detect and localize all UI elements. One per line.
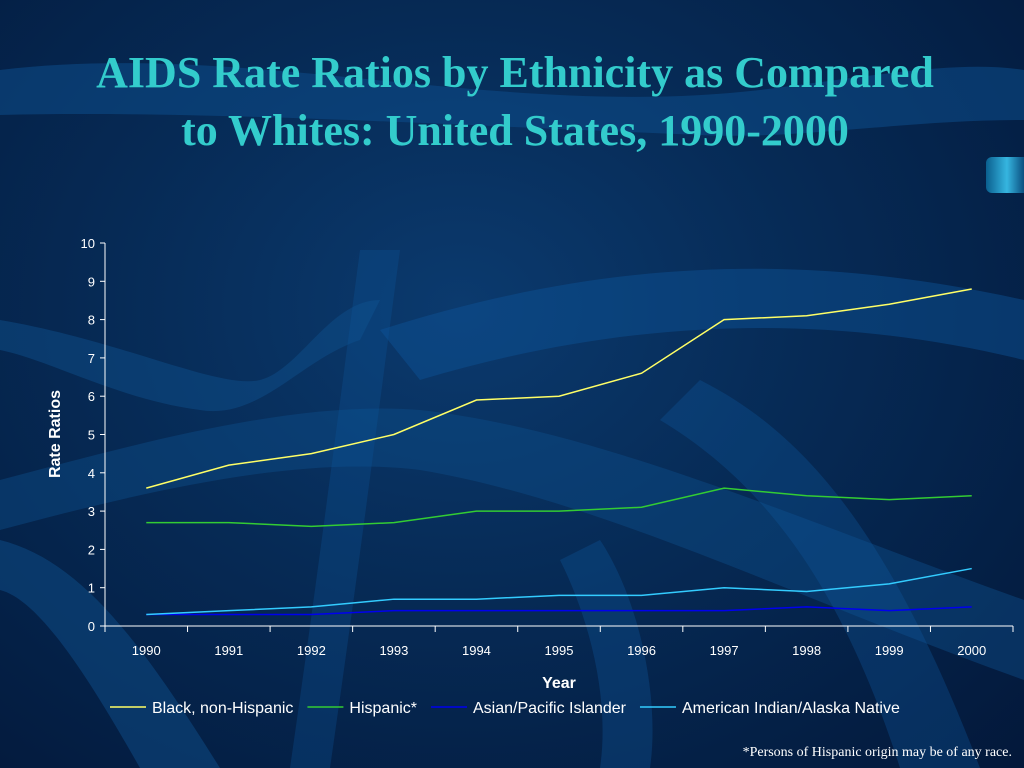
x-tick-label: 1996	[627, 643, 656, 658]
y-tick-label: 3	[88, 504, 95, 519]
chart-axes: 0 1 2 3 4 5 6 7 8 9 10 1990 1991 1992 1993 1994 1995 1996…	[81, 236, 1014, 658]
chart-legend: Black, non-Hispanic Hispanic* Asian/Pacifi…	[110, 700, 900, 717]
x-tick-label: 1993	[379, 643, 408, 658]
series-line	[146, 288, 972, 489]
x-tick-label: 1997	[710, 643, 739, 658]
y-tick-label: 10	[81, 236, 95, 251]
y-tick-label: 6	[88, 389, 95, 404]
y-tick-label: 1	[88, 581, 95, 596]
y-tick-label: 5	[88, 428, 95, 443]
y-tick-label: 7	[88, 351, 95, 366]
x-tick-label: 1998	[792, 643, 821, 658]
legend-label: Hispanic*	[349, 700, 417, 717]
slide-title: AIDS Rate Ratios by Ethnicity as Compare…	[96, 48, 934, 155]
legend-label: Asian/Pacific Islander	[473, 700, 627, 717]
series-line	[146, 567, 972, 616]
x-tick-label: 2000	[957, 643, 986, 658]
x-tick-label: 1999	[875, 643, 904, 658]
tab-accent-shape	[986, 157, 1024, 193]
series-line	[146, 606, 972, 616]
series-line	[146, 487, 972, 528]
y-tick-label: 2	[88, 542, 95, 557]
y-tick-label: 9	[88, 274, 95, 289]
y-tick-label: 8	[88, 313, 95, 328]
legend-label: American Indian/Alaska Native	[682, 700, 900, 717]
chart-series-lines	[146, 288, 972, 616]
x-tick-label: 1990	[132, 643, 161, 658]
x-tick-label: 1995	[545, 643, 574, 658]
y-axis-label: Rate Ratios	[47, 390, 64, 478]
y-tick-label: 0	[88, 619, 95, 634]
x-axis-label: Year	[542, 675, 576, 692]
footnote: *Persons of Hispanic origin may be of an…	[742, 745, 1012, 760]
x-tick-label: 1992	[297, 643, 326, 658]
y-tick-label: 4	[88, 466, 95, 481]
legend-label: Black, non-Hispanic	[152, 700, 293, 717]
x-tick-label: 1994	[462, 643, 491, 658]
x-tick-label: 1991	[214, 643, 243, 658]
